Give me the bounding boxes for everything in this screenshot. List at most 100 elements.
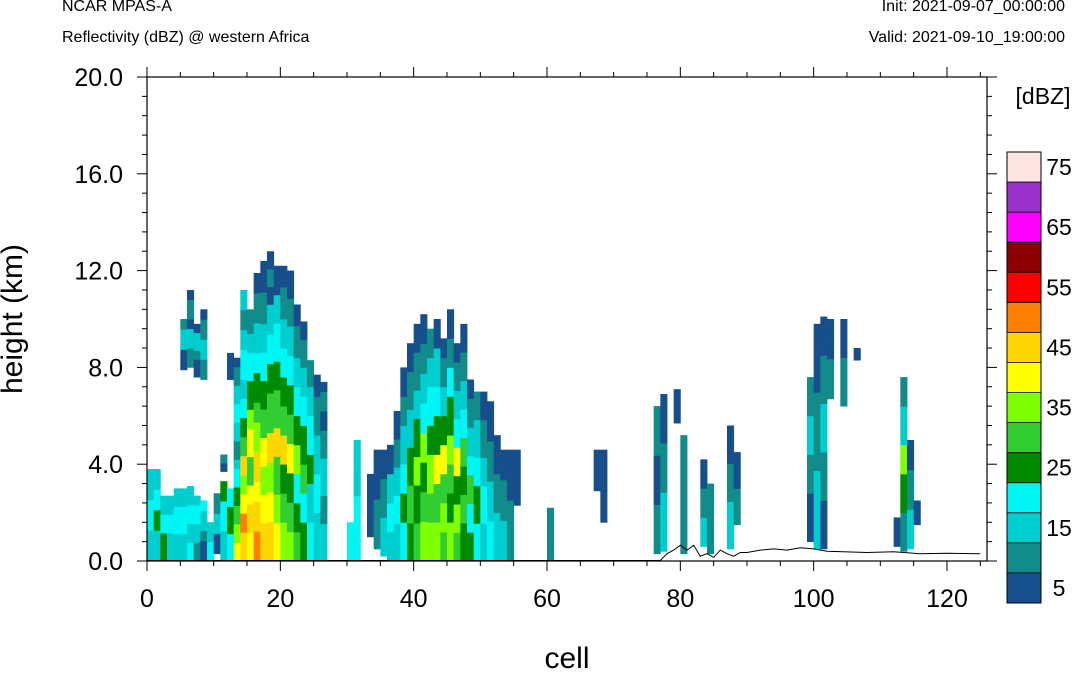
reflectivity-cell xyxy=(293,522,301,533)
reflectivity-cell xyxy=(433,512,441,523)
reflectivity-cell xyxy=(680,464,688,476)
reflectivity-cell xyxy=(300,367,308,378)
reflectivity-cell xyxy=(280,377,288,388)
reflectivity-cell xyxy=(820,413,828,424)
reflectivity-cell xyxy=(320,551,328,562)
reflectivity-cell xyxy=(247,466,255,477)
reflectivity-cell xyxy=(840,396,848,407)
reflectivity-cell xyxy=(460,513,468,524)
reflectivity-cell xyxy=(293,502,301,513)
reflectivity-cell xyxy=(280,348,288,359)
reflectivity-cell xyxy=(407,532,415,543)
reflectivity-cell xyxy=(287,512,295,523)
reflectivity-cell xyxy=(413,428,421,439)
reflectivity-cell xyxy=(813,539,821,550)
reflectivity-cell xyxy=(227,370,235,380)
reflectivity-cell xyxy=(460,504,468,514)
reflectivity-cell xyxy=(147,540,155,552)
reflectivity-cell xyxy=(187,338,195,349)
reflectivity-cell xyxy=(313,531,321,543)
reflectivity-cell xyxy=(160,523,168,534)
reflectivity-cell xyxy=(413,475,421,486)
colorbar-swatch xyxy=(1007,482,1041,514)
reflectivity-cell xyxy=(173,488,181,498)
reflectivity-cell xyxy=(200,369,208,380)
reflectivity-cell xyxy=(420,403,428,414)
reflectivity-cell xyxy=(453,371,461,382)
reflectivity-cell xyxy=(813,402,821,413)
reflectivity-cell xyxy=(507,520,515,532)
reflectivity-cell xyxy=(287,336,295,347)
reflectivity-cell xyxy=(300,339,308,350)
reflectivity-cell xyxy=(280,396,288,407)
reflectivity-cell xyxy=(367,473,375,484)
reflectivity-cell xyxy=(253,332,261,344)
reflectivity-cell xyxy=(673,400,681,413)
reflectivity-cell xyxy=(380,507,388,518)
reflectivity-cell xyxy=(293,367,301,378)
reflectivity-cell xyxy=(827,328,835,340)
reflectivity-cell xyxy=(480,401,488,411)
reflectivity-cell xyxy=(300,425,308,436)
reflectivity-cell xyxy=(240,513,248,524)
reflectivity-cell xyxy=(387,522,395,533)
reflectivity-cell xyxy=(180,506,188,517)
reflectivity-cell xyxy=(460,399,468,410)
reflectivity-cell xyxy=(820,316,828,327)
reflectivity-cell xyxy=(427,415,435,426)
reflectivity-cell xyxy=(273,513,281,524)
reflectivity-cell xyxy=(220,511,228,522)
reflectivity-cell xyxy=(293,396,301,407)
reflectivity-cell xyxy=(293,435,301,446)
reflectivity-cell xyxy=(233,431,241,442)
reflectivity-cell xyxy=(180,329,188,340)
reflectivity-cell xyxy=(460,437,468,448)
reflectivity-cell xyxy=(180,542,188,553)
reflectivity-cell xyxy=(420,373,428,384)
reflectivity-cell xyxy=(253,292,261,304)
reflectivity-cell xyxy=(293,444,301,455)
reflectivity-cell xyxy=(460,323,468,334)
reflectivity-cell xyxy=(407,523,415,533)
reflectivity-cell xyxy=(420,472,428,483)
reflectivity-cell xyxy=(433,454,441,465)
plot-cells xyxy=(147,251,921,562)
reflectivity-cell xyxy=(900,493,908,504)
reflectivity-cell xyxy=(373,459,381,470)
reflectivity-cell xyxy=(233,357,241,368)
reflectivity-cell xyxy=(600,449,608,461)
reflectivity-cell xyxy=(233,542,241,553)
reflectivity-cell xyxy=(400,415,408,426)
reflectivity-cell xyxy=(287,289,295,299)
reflectivity-cell xyxy=(260,466,268,477)
reflectivity-cell xyxy=(233,394,241,405)
reflectivity-cell xyxy=(487,491,495,502)
reflectivity-cell xyxy=(907,459,915,471)
reflectivity-cell xyxy=(513,468,521,478)
reflectivity-cell xyxy=(240,436,248,447)
reflectivity-cell xyxy=(727,425,735,436)
colorbar-swatch xyxy=(1007,362,1041,393)
reflectivity-cell xyxy=(500,510,508,521)
reflectivity-cell xyxy=(427,541,435,552)
reflectivity-cell xyxy=(387,551,395,562)
plot-border xyxy=(146,76,988,562)
x-tick-label: 0 xyxy=(140,585,154,613)
reflectivity-cell xyxy=(153,509,161,521)
reflectivity-cell xyxy=(293,336,301,348)
reflectivity-cell xyxy=(253,342,261,354)
reflectivity-cell xyxy=(267,383,275,394)
reflectivity-cell xyxy=(180,339,188,350)
colorbar: 5 15 25 35 45 55 65 75 [dBZ] xyxy=(1006,83,1072,604)
reflectivity-cell xyxy=(260,390,268,401)
reflectivity-cell xyxy=(413,352,421,363)
reflectivity-cell xyxy=(313,406,321,417)
reflectivity-cell xyxy=(280,265,288,277)
reflectivity-cell xyxy=(313,464,321,475)
reflectivity-cell xyxy=(420,511,428,522)
reflectivity-cell xyxy=(653,534,661,545)
reflectivity-cell xyxy=(320,533,328,543)
reflectivity-cell xyxy=(460,428,468,439)
reflectivity-cell xyxy=(907,469,915,480)
